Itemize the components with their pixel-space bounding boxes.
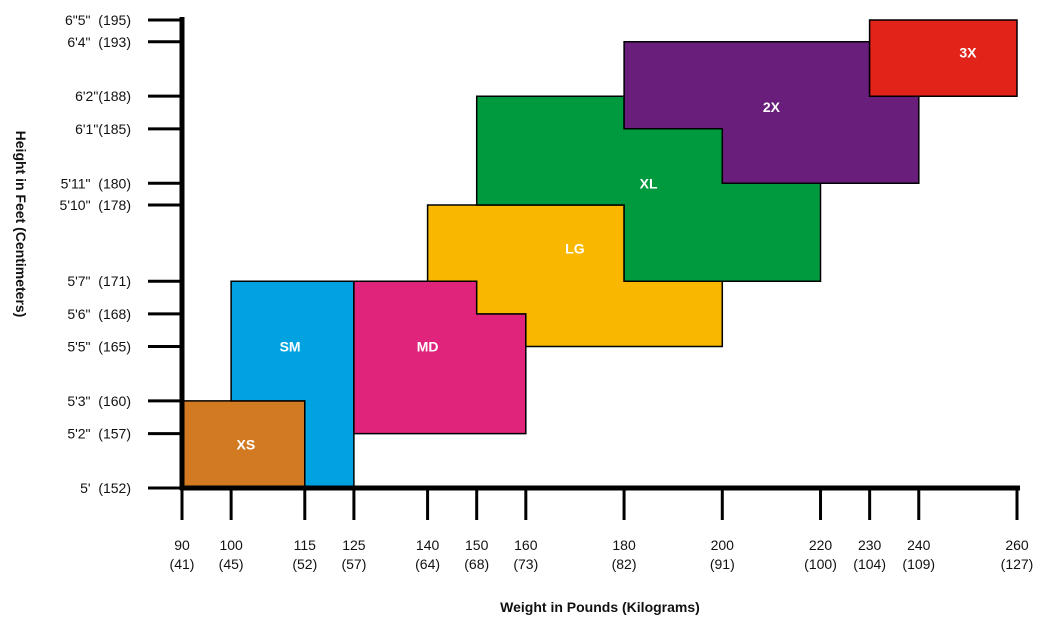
x-tick-sublabel-125: (57) bbox=[341, 556, 366, 572]
x-tick-label-220: 220 bbox=[809, 537, 833, 553]
x-tick-sublabel-150: (68) bbox=[464, 556, 489, 572]
y-tick-label-193: 6'4" (193) bbox=[67, 34, 131, 50]
x-tick-label-200: 200 bbox=[711, 537, 735, 553]
y-tick-label-160: 5'3" (160) bbox=[67, 393, 131, 409]
zone-label-sm: SM bbox=[280, 339, 301, 355]
x-tick-label-90: 90 bbox=[174, 537, 190, 553]
x-tick-sublabel-260: (127) bbox=[1001, 556, 1034, 572]
y-tick-label-168: 5'6" (168) bbox=[67, 306, 131, 322]
y-axis-title: Height in Feet (Centimeters) bbox=[13, 131, 29, 318]
x-tick-sublabel-220: (100) bbox=[804, 556, 837, 572]
y-tick-label-165: 5'5" (165) bbox=[67, 339, 131, 355]
x-tick-label-115: 115 bbox=[294, 537, 317, 553]
x-tick-sublabel-230: (104) bbox=[853, 556, 886, 572]
y-tick-label-185: 6'1"(185) bbox=[75, 121, 131, 137]
x-tick-label-140: 140 bbox=[416, 537, 440, 553]
x-tick-sublabel-90: (41) bbox=[170, 556, 195, 572]
y-tick-label-180: 5'11" (180) bbox=[61, 175, 131, 191]
y-tick-label-157: 5'2" (157) bbox=[67, 426, 131, 442]
x-tick-sublabel-115: (52) bbox=[292, 556, 317, 572]
y-tick-label-152: 5' (152) bbox=[80, 480, 131, 496]
x-tick-sublabel-180: (82) bbox=[612, 556, 637, 572]
x-tick-sublabel-200: (91) bbox=[710, 556, 735, 572]
x-tick-sublabel-140: (64) bbox=[415, 556, 440, 572]
zone-label-xl: XL bbox=[640, 175, 658, 191]
zone-label-lg: LG bbox=[565, 241, 585, 257]
x-tick-label-260: 260 bbox=[1005, 537, 1029, 553]
zone-label-xs: XS bbox=[237, 437, 256, 453]
x-tick-sublabel-100: (45) bbox=[219, 556, 244, 572]
zone-label-md: MD bbox=[417, 339, 439, 355]
y-tick-label-178: 5'10" (178) bbox=[60, 197, 131, 213]
zone-label-3x: 3X bbox=[959, 45, 977, 61]
x-tick-sublabel-160: (73) bbox=[513, 556, 538, 572]
x-axis-title: Weight in Pounds (Kilograms) bbox=[500, 599, 700, 615]
x-tick-label-160: 160 bbox=[514, 537, 538, 553]
x-tick-label-180: 180 bbox=[612, 537, 636, 553]
x-tick-label-125: 125 bbox=[342, 537, 366, 553]
x-axis-ticks: 90 (41) 100 (45) 115 (52) 125 (57) 140 (64) 150 (68… bbox=[170, 488, 1034, 572]
zone-label-2x: 2X bbox=[763, 99, 781, 115]
y-tick-label-188: 6'2"(188) bbox=[75, 88, 131, 104]
zone-3x bbox=[868, 19, 1018, 97]
y-tick-label-195: 6"5" (195) bbox=[65, 12, 131, 28]
x-tick-label-100: 100 bbox=[219, 537, 243, 553]
x-tick-label-240: 240 bbox=[907, 537, 931, 553]
x-tick-label-230: 230 bbox=[858, 537, 882, 553]
x-tick-label-150: 150 bbox=[465, 537, 489, 553]
size-zones: XS SM MD LG XL 2X 3X bbox=[181, 19, 1018, 489]
y-tick-label-171: 5'7" (171) bbox=[67, 273, 131, 289]
x-tick-sublabel-240: (109) bbox=[902, 556, 935, 572]
y-axis-ticks: 5' (152) 5'2" (157) 5'3" (160) 5'5" (165) 5'… bbox=[60, 12, 182, 496]
